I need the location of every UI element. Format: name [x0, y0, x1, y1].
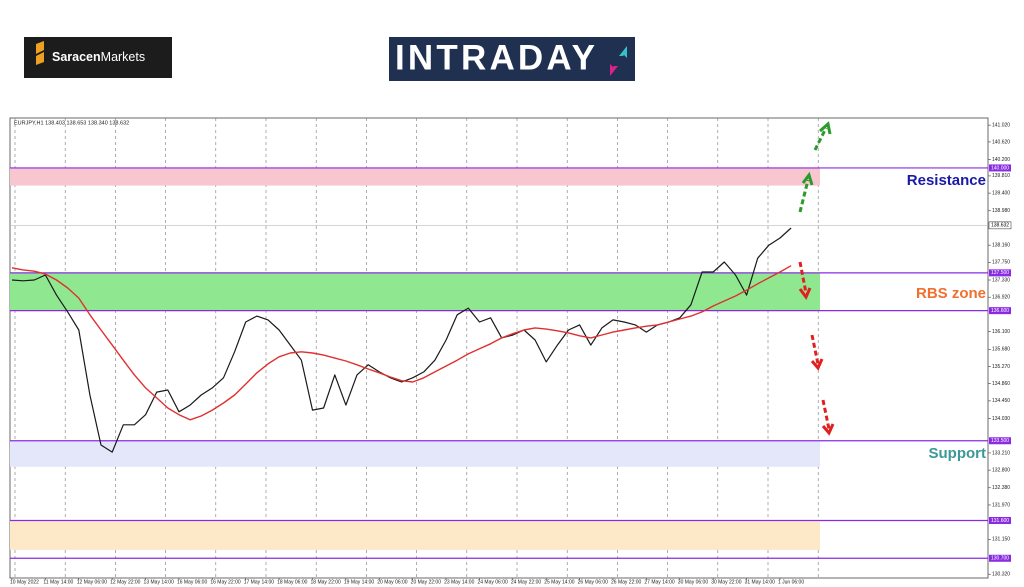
y-tick-label: 133.210: [992, 450, 1010, 456]
badge-text: INTRADAY: [395, 38, 595, 77]
arrow-head: [801, 171, 814, 186]
level-label: 140.000: [991, 165, 1009, 171]
x-tick-label: 18 May 06:00: [277, 579, 308, 585]
last-price-box: [988, 221, 1012, 230]
y-tick-label: 132.380: [992, 485, 1010, 491]
x-tick-label: 25 May 14:00: [544, 579, 575, 585]
badge: [389, 37, 635, 81]
y-tick-label: 134.030: [992, 416, 1010, 422]
level-label-box: [989, 517, 1011, 524]
brand-text: SaracenMarkets: [52, 50, 145, 64]
y-tick-label: 134.450: [992, 398, 1010, 404]
x-tick-label: 23 May 14:00: [444, 579, 475, 585]
x-tick-label: 20 May 06:00: [377, 579, 408, 585]
annotation: Resistance: [907, 172, 986, 189]
y-tick-label: 138.980: [992, 208, 1010, 214]
y-tick-label: 141.020: [992, 122, 1010, 128]
x-tick-label: 26 May 22:00: [611, 579, 642, 585]
zone: [10, 440, 820, 467]
level-label-box: [989, 437, 1011, 445]
y-tick-label: 136.920: [992, 295, 1010, 301]
annotation: RBS zone: [916, 285, 986, 302]
arrow-down: [798, 261, 808, 294]
x-tick-label: 24 May 22:00: [511, 579, 542, 585]
y-tick-label: 131.970: [992, 502, 1010, 508]
y-tick-label: 139.810: [992, 173, 1010, 179]
level-label: 133.500: [991, 438, 1009, 444]
brand-rest: Markets: [101, 50, 145, 64]
level-label-box: [989, 554, 1011, 562]
arrow-down: [821, 399, 831, 430]
x-tick-label: 12 May 22:00: [110, 579, 141, 585]
plot-frame: [9, 117, 989, 579]
x-tick-label: 17 May 14:00: [244, 579, 275, 585]
arrow-head: [819, 121, 832, 135]
brand-icon: [36, 41, 44, 65]
y-tick-label: 135.680: [992, 347, 1010, 353]
x-tick-label: 30 May 22:00: [711, 579, 742, 585]
x-tick-label: 16 May 06:00: [177, 579, 208, 585]
level-label-box: [989, 269, 1011, 277]
levels: [10, 167, 988, 559]
x-tick-label: 11 May 14:00: [43, 579, 73, 585]
x-tick-label: 24 May 06:00: [477, 579, 508, 585]
y-tick-label: 140.620: [992, 139, 1010, 145]
x-tick-label: 18 May 22:00: [311, 579, 342, 585]
y-tick-label: 140.200: [992, 157, 1010, 163]
arrow-head: [798, 287, 812, 300]
brand-bold: Saracen: [52, 50, 101, 64]
series-line: [11, 227, 792, 453]
y-tick-label: 132.800: [992, 467, 1010, 473]
x-tick-label: 27 May 14:00: [644, 579, 675, 585]
vertical-grid: [14, 118, 819, 578]
y-tick-label: 130.320: [992, 572, 1010, 578]
y-tick-label: 131.150: [992, 537, 1010, 543]
zone: [10, 272, 820, 311]
y-tick-label: 137.750: [992, 260, 1010, 266]
badge-arrow-down: [610, 50, 630, 76]
last-price-label: 138.632: [991, 223, 1009, 229]
x-tick-label: 1 Jun 06:00: [778, 579, 804, 585]
y-tick-label: 139.400: [992, 190, 1010, 196]
y-tick-label: 137.330: [992, 277, 1010, 283]
x-tick-label: 30 May 06:00: [678, 579, 709, 585]
x-tick-label: 26 May 06:00: [578, 579, 609, 585]
y-tick-label: 136.100: [992, 329, 1010, 335]
level-label: 130.700: [991, 556, 1009, 562]
zone: [10, 520, 820, 550]
arrow-head: [810, 358, 824, 371]
level-label-box: [989, 164, 1011, 172]
arrow-up: [798, 179, 810, 213]
x-tick-label: 10 May 2022: [10, 579, 39, 585]
arrow-down: [810, 334, 820, 365]
chart-info: EURJPY,H1 138.403 138.653 138.340 138.63…: [14, 120, 129, 126]
lines: [11, 227, 792, 453]
arrow-head: [821, 423, 835, 436]
badge-arrow-up: [607, 46, 627, 72]
arrow-up: [813, 127, 828, 151]
annotation: Support: [929, 445, 987, 462]
x-tick-label: 20 May 22:00: [411, 579, 442, 585]
x-tick-label: 31 May 14:00: [745, 579, 776, 585]
y-tick-label: 138.160: [992, 242, 1010, 248]
x-tick-label: 13 May 14:00: [144, 579, 175, 585]
zone: [10, 167, 820, 186]
level-label: 131.600: [991, 518, 1009, 524]
brand-logo: [24, 37, 172, 78]
axis: 140.000 137.500 136.600 133.500 131.600 130.7…: [10, 122, 1012, 585]
level-label: 137.500: [991, 270, 1009, 276]
x-tick-label: 16 May 22:00: [210, 579, 241, 585]
x-tick-label: 19 May 14:00: [344, 579, 375, 585]
x-tick-label: 12 May 06:00: [77, 579, 108, 585]
scenario-arrows: [798, 121, 835, 436]
y-tick-label: 135.270: [992, 364, 1010, 370]
zones: [10, 167, 820, 550]
level-label: 136.600: [991, 308, 1009, 314]
series-line: [11, 265, 792, 421]
level-label-box: [989, 307, 1011, 315]
y-tick-label: 134.860: [992, 381, 1010, 387]
